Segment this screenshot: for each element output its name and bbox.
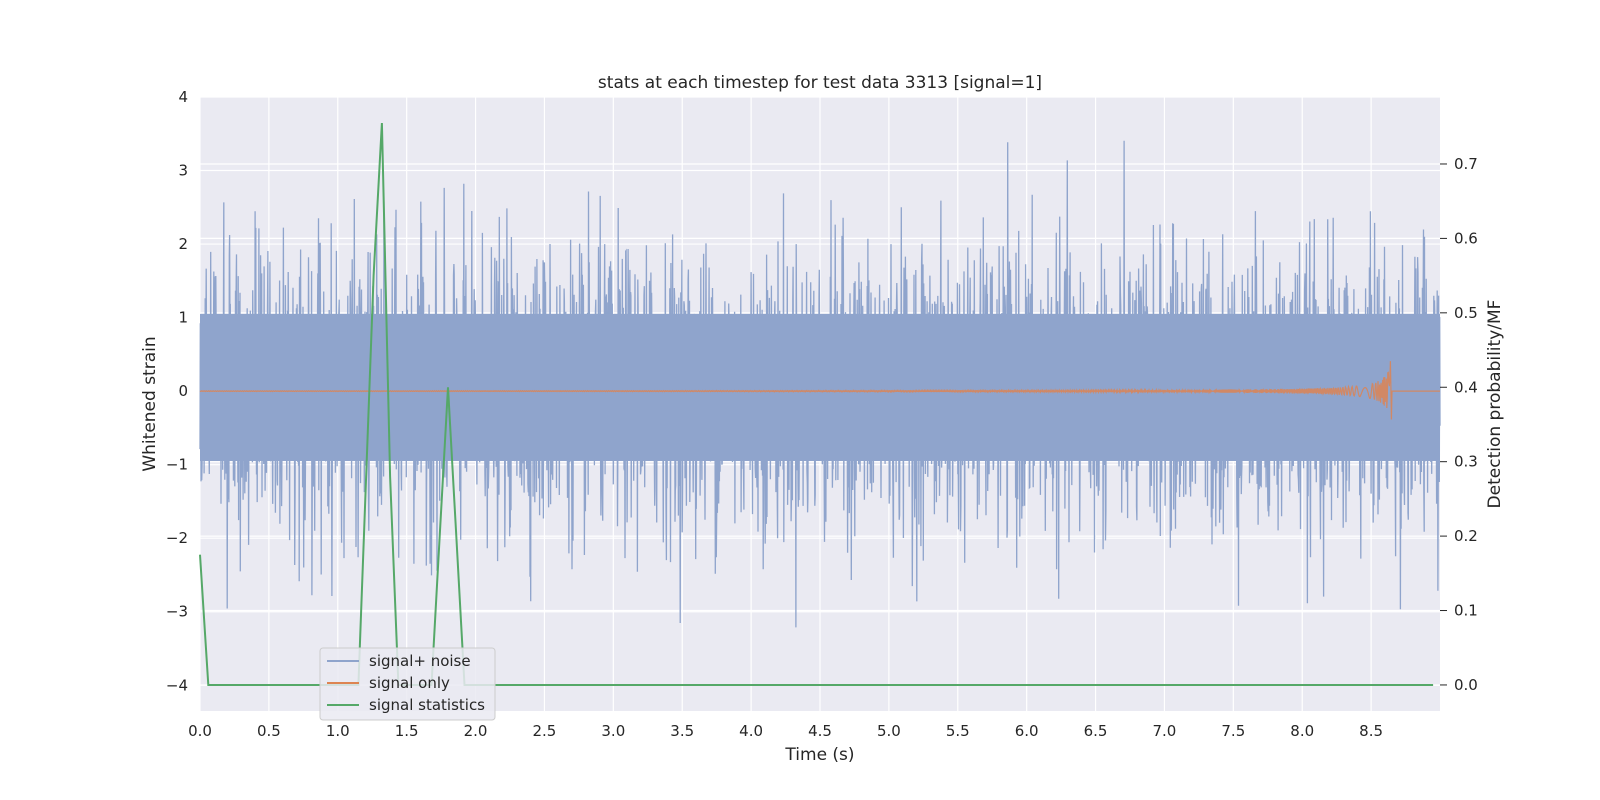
y2-tick-labels: 0.7 0.6 0.5 0.4 0.3 0.2 0.1 0.0 (1440, 155, 1478, 694)
y-tick-label: 0 (178, 382, 188, 400)
y2-axis-label: Detection probability/MF (1485, 300, 1505, 509)
x-tick-label: 4.5 (808, 722, 832, 740)
y-tick-label: 3 (178, 162, 188, 180)
x-axis-label: Time (s) (784, 745, 854, 765)
y-tick-label: 4 (178, 88, 188, 106)
y-tick-labels: 4 3 2 1 0 −1 −2 −3 −4 (166, 88, 188, 694)
y-axis-label: Whitened strain (140, 336, 160, 471)
x-tick-label: 0.5 (257, 722, 281, 740)
y2-tick-label: 0.2 (1454, 527, 1478, 545)
y-tick-label: 1 (178, 309, 188, 327)
x-tick-label: 1.5 (395, 722, 419, 740)
x-tick-labels: 0.0 0.5 1.0 1.5 2.0 2.5 3.0 3.5 4.0 4.5 5.0 5.5 6.0 6… (188, 722, 1383, 740)
x-tick-label: 3.0 (601, 722, 625, 740)
x-tick-label: 8.5 (1359, 722, 1383, 740)
x-tick-label: 6.5 (1084, 722, 1108, 740)
y2-tick-label: 0.7 (1454, 155, 1478, 173)
legend-label-signal-only: signal only (369, 674, 450, 692)
signal-noise-dense-band (200, 313, 1440, 461)
signal-statistics-line (199, 122, 1434, 686)
x-tick-label: 7.0 (1153, 722, 1177, 740)
y2-tick-label: 0.6 (1454, 229, 1478, 247)
y2-tick-label: 0.1 (1454, 602, 1478, 620)
legend-box (319, 647, 496, 721)
y2-tick-label: 0.4 (1454, 378, 1478, 396)
y-tick-label: −3 (166, 603, 188, 621)
y-tick-label: −2 (166, 529, 188, 547)
x-tick-label: 3.5 (670, 722, 694, 740)
legend-label-signal-noise: signal+ noise (369, 652, 471, 670)
series-signal-only (199, 361, 1440, 420)
x-tick-label: 5.0 (877, 722, 901, 740)
x-tick-label: 5.5 (946, 722, 970, 740)
x-tick-label: 2.5 (533, 722, 557, 740)
y2-tick-label: 0.3 (1454, 453, 1478, 471)
y-tick-label: 2 (178, 235, 188, 253)
legend: signal+ noise signal only signal statist… (319, 647, 496, 721)
y-tick-label: −4 (166, 676, 188, 694)
y2-tick-label: 0.5 (1454, 304, 1478, 322)
series-signal-statistics (199, 122, 1434, 686)
y2-tick-label: 0.0 (1454, 676, 1478, 694)
legend-label-signal-statistics: signal statistics (369, 696, 485, 714)
x-tick-label: 4.0 (739, 722, 763, 740)
chart-title: stats at each timestep for test data 331… (598, 73, 1042, 93)
x-tick-label: 2.0 (464, 722, 488, 740)
x-tick-label: 6.0 (1015, 722, 1039, 740)
x-tick-label: 0.0 (188, 722, 212, 740)
x-tick-label: 1.0 (326, 722, 350, 740)
y-tick-label: −1 (166, 456, 188, 474)
signal-only-line (199, 361, 1440, 420)
x-tick-label: 8.0 (1290, 722, 1314, 740)
series-signal-noise (199, 140, 1441, 628)
x-tick-label: 7.5 (1221, 722, 1245, 740)
